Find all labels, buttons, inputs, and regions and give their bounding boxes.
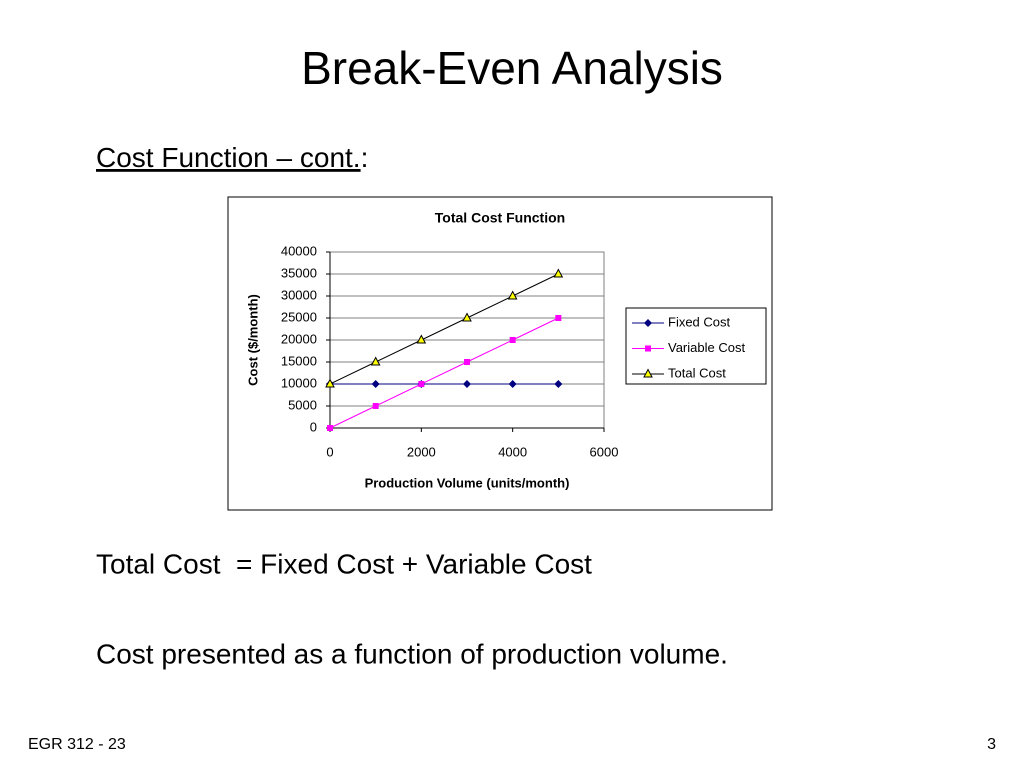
data-point [371, 380, 380, 388]
y-tick-label: 30000 [281, 287, 317, 302]
body-line: Total Cost = Fixed Cost + Variable Cost [96, 548, 592, 579]
data-point [555, 315, 562, 321]
data-point [553, 268, 564, 278]
data-point [462, 312, 472, 322]
legend-label: Fixed Cost [668, 314, 731, 329]
y-tick-label: 20000 [281, 331, 317, 346]
legend-marker [643, 368, 653, 378]
body-line: Cost presented as a function of producti… [96, 638, 728, 669]
data-point [464, 359, 470, 365]
data-point [372, 403, 379, 409]
data-point [508, 380, 517, 388]
heading-suffix: : [361, 142, 369, 173]
legend-label: Total Cost [668, 365, 726, 380]
y-tick-label: 5000 [288, 397, 317, 412]
y-tick-label: 0 [310, 419, 317, 434]
legend-marker [644, 319, 652, 327]
x-axis-label: Production Volume (units/month) [365, 475, 570, 490]
data-point [325, 378, 335, 388]
legend-label: Variable Cost [668, 340, 745, 355]
y-tick-label: 35000 [281, 265, 317, 280]
data-point [370, 356, 381, 366]
y-tick-label: 40000 [281, 243, 317, 258]
series-line [329, 317, 559, 429]
data-point [416, 334, 427, 344]
x-tick-label: 2000 [407, 444, 436, 459]
data-point [418, 381, 425, 387]
x-tick-label: 6000 [590, 444, 619, 459]
y-tick-label: 15000 [281, 353, 317, 368]
y-tick-label: 10000 [281, 375, 317, 390]
chart-title: Total Cost Function [435, 210, 565, 226]
y-tick-label: 25000 [281, 309, 317, 324]
heading-text: Cost Function – cont. [96, 142, 361, 173]
heading: Cost Function – cont.: [96, 142, 368, 173]
legend-marker [645, 345, 651, 352]
data-point [327, 425, 333, 431]
slide-title: Break-Even Analysis [301, 42, 723, 94]
x-tick-label: 0 [326, 444, 333, 459]
y-axis-label: Cost ($/month) [245, 294, 260, 386]
x-tick-label: 4000 [498, 444, 527, 459]
footer: EGR 312 - 23 [28, 736, 126, 753]
series-line [329, 273, 559, 385]
data-point [554, 380, 563, 388]
data-point [509, 337, 516, 343]
data-point [463, 380, 471, 388]
data-point [507, 290, 518, 300]
page-number: 3 [987, 736, 996, 753]
